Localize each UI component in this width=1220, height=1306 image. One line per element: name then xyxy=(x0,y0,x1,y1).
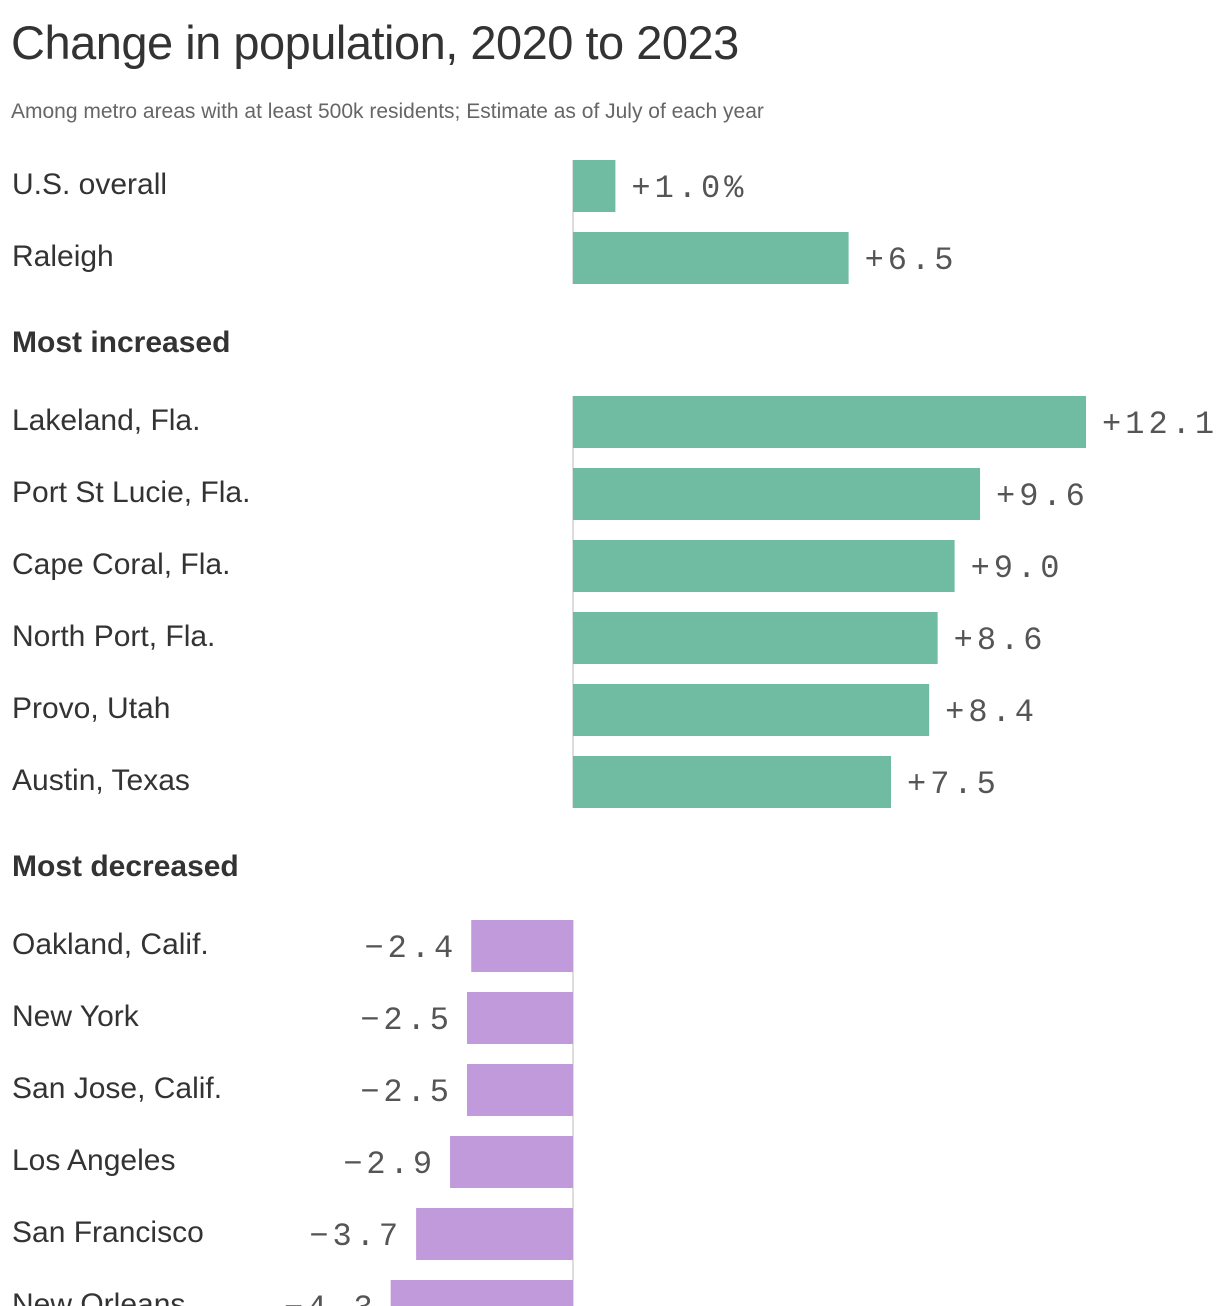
bar xyxy=(573,396,1087,448)
value-label: +1.0% xyxy=(631,170,747,207)
bar xyxy=(467,1064,573,1116)
row-label: Cape Coral, Fla. xyxy=(12,548,230,581)
row-label: Oakland, Calif. xyxy=(12,928,209,961)
value-label: −4.3 xyxy=(284,1290,377,1306)
row-label: Provo, Utah xyxy=(12,692,170,725)
bar xyxy=(471,920,573,972)
value-label: −2.9 xyxy=(343,1146,436,1183)
row-label: Los Angeles xyxy=(12,1144,175,1177)
row-label: San Jose, Calif. xyxy=(12,1072,222,1105)
bar xyxy=(573,232,849,284)
value-label: −3.7 xyxy=(309,1218,402,1255)
bar xyxy=(390,1280,573,1306)
group-heading: Most decreased xyxy=(12,850,239,883)
row-label: Austin, Texas xyxy=(12,764,190,797)
group-heading: Most increased xyxy=(12,326,230,359)
row-label: Lakeland, Fla. xyxy=(12,404,200,437)
value-label: +8.4 xyxy=(945,694,1038,731)
bar xyxy=(573,612,938,664)
row-label: San Francisco xyxy=(12,1216,204,1249)
bar xyxy=(573,540,955,592)
bar xyxy=(416,1208,573,1260)
row-label: New York xyxy=(12,1000,140,1033)
chart-title: Change in population, 2020 to 2023 xyxy=(11,16,739,69)
value-label: +7.5 xyxy=(907,766,1000,803)
chart-subtitle: Among metro areas with at least 500k res… xyxy=(11,100,764,123)
bar xyxy=(450,1136,573,1188)
row-label: North Port, Fla. xyxy=(12,620,215,653)
bar xyxy=(573,160,616,212)
value-label: +6.5 xyxy=(865,242,958,279)
row-label: Raleigh xyxy=(12,240,114,273)
row-label: Port St Lucie, Fla. xyxy=(12,476,250,509)
bar xyxy=(573,468,981,520)
value-label: −2.5 xyxy=(360,1002,453,1039)
bar xyxy=(467,992,573,1044)
value-label: +9.6 xyxy=(996,478,1089,515)
value-label: −2.5 xyxy=(360,1074,453,1111)
row-label: U.S. overall xyxy=(12,168,167,201)
value-label: −2.4 xyxy=(364,930,457,967)
value-label: +8.6 xyxy=(954,622,1047,659)
value-label: +9.0 xyxy=(971,550,1064,587)
value-label: +12.1 xyxy=(1102,406,1218,443)
bar xyxy=(573,684,930,736)
bar xyxy=(573,756,891,808)
row-label: New Orleans xyxy=(12,1288,185,1306)
